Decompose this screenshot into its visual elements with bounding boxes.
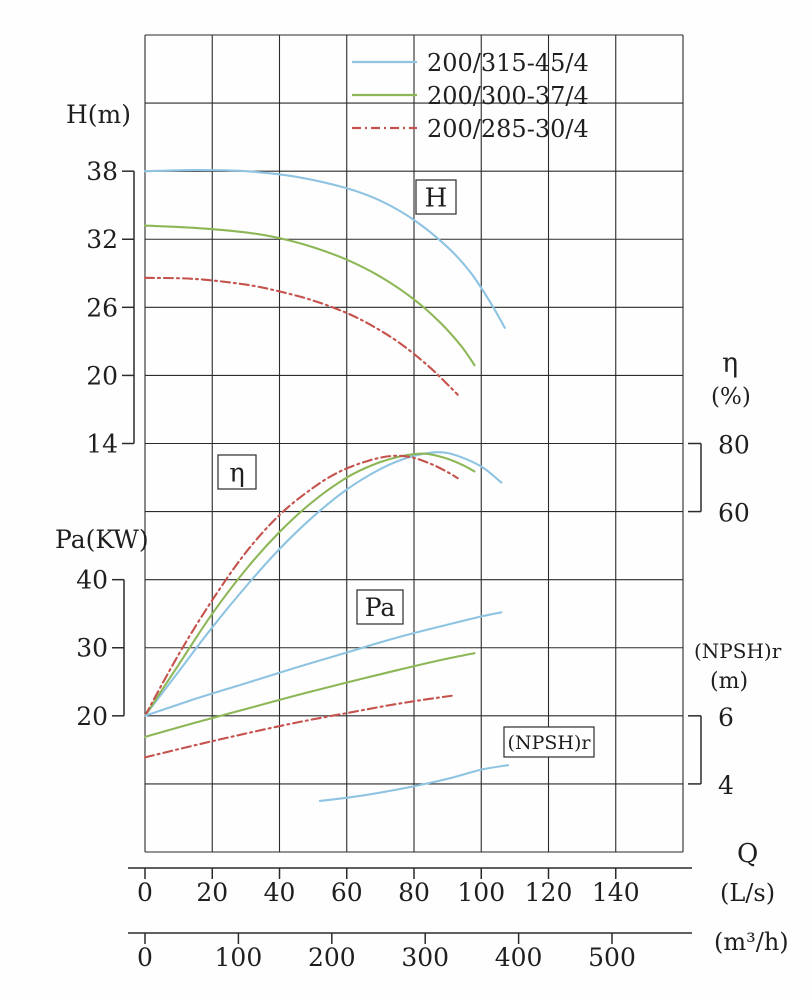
qls-tick-label: 60: [331, 878, 363, 907]
eta-curve-200/300-37/4: [143, 452, 476, 717]
eta-axis: η (%) 80 60: [688, 348, 751, 528]
grid: [144, 34, 684, 853]
npsh-tick-label: 4: [718, 771, 734, 800]
legend-label: 200/300-37/4: [427, 82, 589, 110]
qls-tick-label: 40: [264, 878, 296, 907]
qls-tick-label: 80: [398, 878, 430, 907]
pa-tick-label: 30: [76, 634, 108, 663]
legend-label: 200/285-30/4: [427, 115, 589, 143]
h-tick-label: 32: [86, 225, 118, 254]
qls-tick-label: 140: [592, 878, 640, 907]
npsh-axis: (NPSH)r (m) 6 4: [688, 639, 782, 800]
qm3h-tick-label: 300: [401, 943, 449, 972]
qm3h-tick-label: 400: [495, 943, 543, 972]
curve-label-box-h: [415, 179, 457, 215]
eta-curve-200/315-45/4: [143, 451, 503, 717]
qm3h-tick-label: 0: [137, 943, 153, 972]
npsh-curve-200/315-45/4: [318, 764, 510, 802]
h-tick-label: 20: [86, 361, 118, 390]
qls-tick-label: 120: [525, 878, 573, 907]
qls-tick-label: 100: [457, 878, 505, 907]
eta-curve-200/285-30/4: [143, 454, 459, 717]
h-curve-200/285-30/4: [143, 276, 459, 396]
eta-axis-unit: (%): [711, 384, 751, 410]
h-curve-200/300-37/4: [143, 224, 476, 367]
qm3h-tick-label: 200: [308, 943, 356, 972]
pa-curve-200/315-45/4: [143, 611, 503, 717]
pa-axis: Pa(KW) 40 30 20: [55, 525, 149, 731]
h-tick-label: 38: [86, 157, 118, 186]
eta-axis-title: η: [722, 348, 738, 379]
qm3h-axis-unit: (m³/h): [714, 928, 789, 956]
h-axis-title: H(m): [66, 100, 131, 129]
curve-label-box-eta: [217, 454, 257, 490]
legend-label: 200/315-45/4: [427, 49, 589, 77]
npsh-tick-label: 6: [718, 703, 734, 732]
curve-label-h: H: [425, 183, 448, 213]
pa-curve-200/285-30/4: [143, 694, 456, 759]
h-axis: H(m) 38 32 26 20 14: [66, 100, 135, 458]
pa-tick-label: 40: [76, 566, 108, 595]
h-curve-200/315-45/4: [143, 168, 506, 329]
qm3h-tick-label: 100: [215, 943, 263, 972]
qls-tick-label: 0: [137, 878, 153, 907]
pa-curve-200/300-37/4: [143, 652, 476, 738]
curve-label-box-npsh: [503, 726, 595, 758]
curve-label-boxes: Hη Pa (NPSH)r: [217, 179, 595, 758]
curve-label-box-pa: [356, 589, 404, 625]
qls-tick-label: 20: [196, 878, 228, 907]
npsh-axis-title: (NPSH)r: [694, 639, 782, 663]
curve-label-eta: η: [229, 458, 245, 488]
eta-tick-label: 60: [718, 499, 750, 528]
npsh-axis-unit: (m): [710, 669, 748, 694]
h-curves: [143, 168, 506, 396]
eta-tick-label: 80: [718, 430, 750, 459]
qls-axis-unit: (L/s): [720, 879, 775, 907]
pa-tick-label: 20: [76, 702, 108, 731]
qm3h-tick-label: 500: [588, 943, 636, 972]
npsh-curves: [318, 764, 510, 802]
legend: 200/315-45/4 200/300-37/4 200/285-30/4: [352, 49, 589, 143]
eta-curves: [143, 451, 503, 717]
curve-label-pa: Pa: [365, 593, 396, 622]
pa-curves: [143, 611, 503, 759]
q-axis-m3h: 0 100 200 300 400 500 (m³/h): [128, 928, 789, 972]
h-tick-label: 26: [86, 293, 118, 322]
h-tick-label: 14: [86, 429, 118, 458]
pa-axis-title: Pa(KW): [55, 525, 149, 554]
curve-label-npsh: (NPSH)r: [508, 732, 592, 754]
q-axis-ls: 0 20 40 60 80 100 120 140 Q (L/s): [128, 839, 775, 907]
q-axis-title: Q: [737, 839, 758, 869]
